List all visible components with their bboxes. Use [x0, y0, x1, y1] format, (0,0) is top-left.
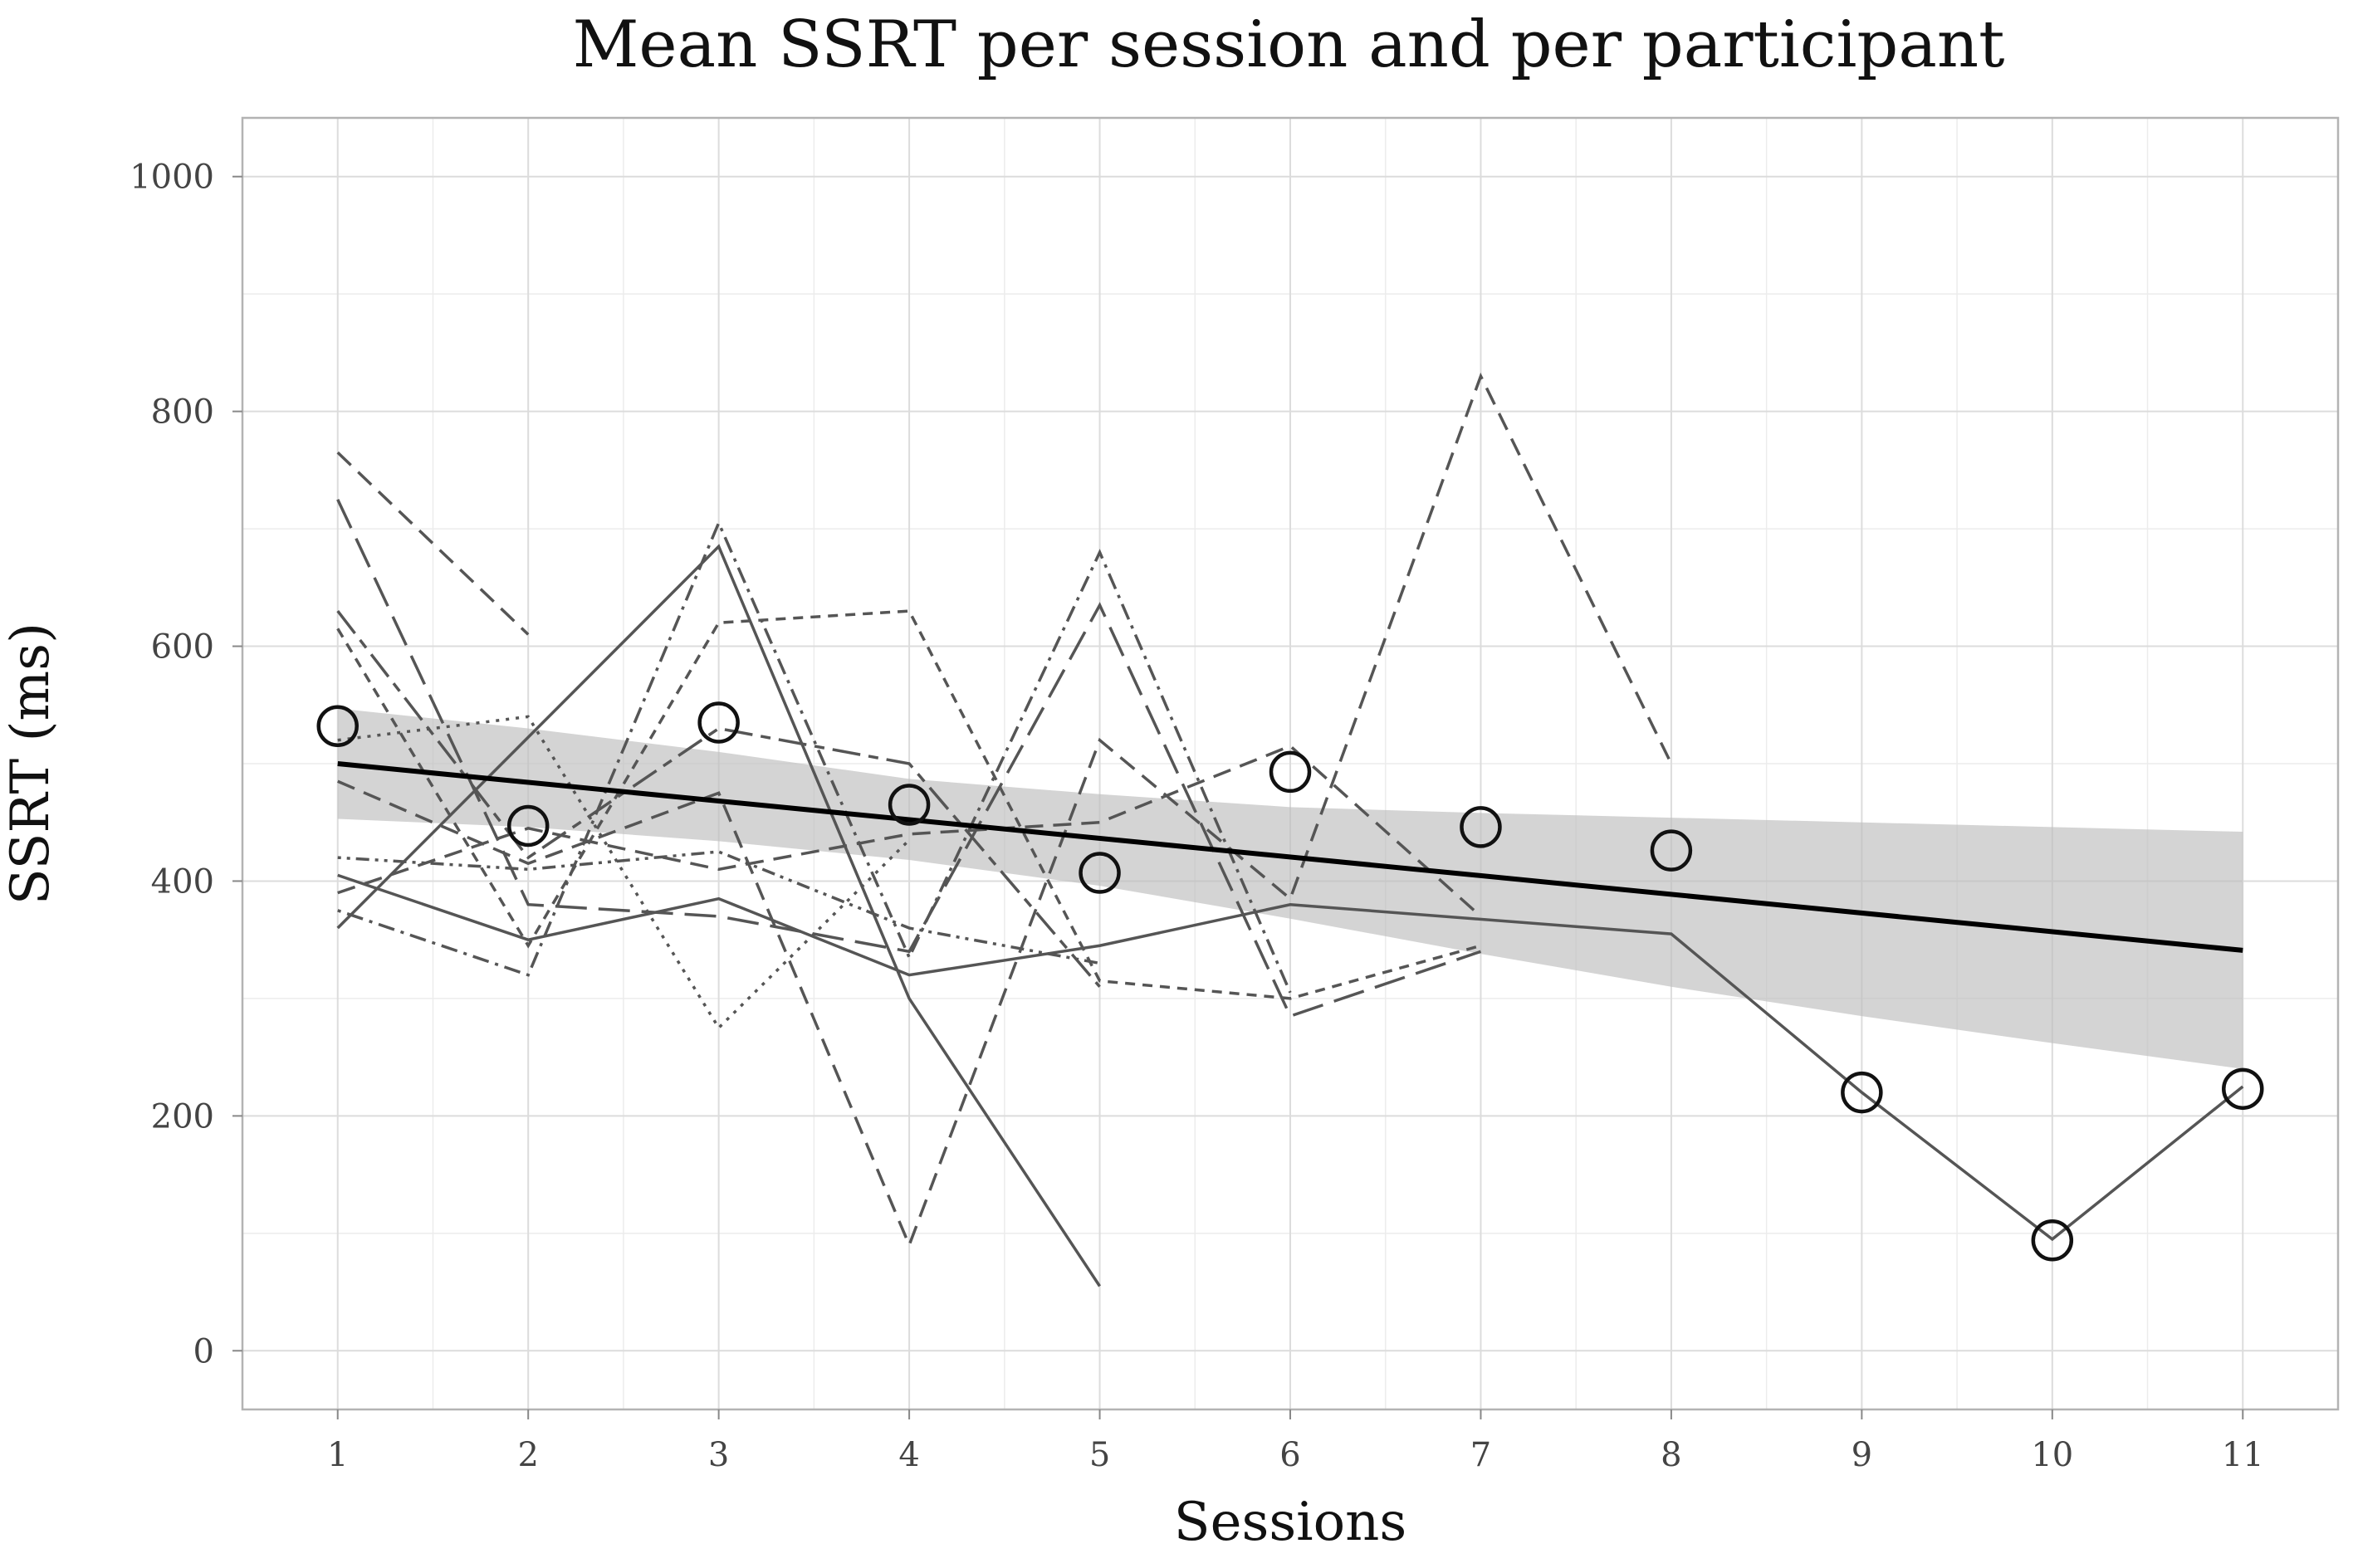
trend-line	[337, 761, 2243, 953]
participant-line-1	[336, 451, 530, 636]
y-tick-label-1000: 1000	[130, 159, 214, 197]
session-mean-point-9	[1841, 1071, 1883, 1114]
x-tick-label-3: 3	[708, 1436, 729, 1474]
participant-line-3	[336, 609, 1481, 1000]
participant-line-4	[337, 873, 2244, 1242]
session-mean-point-3	[697, 701, 740, 744]
session-mean-point-8	[1650, 829, 1693, 872]
y-tick-label-400: 400	[151, 862, 214, 901]
x-tick-label-4: 4	[898, 1436, 919, 1474]
session-mean-point-6	[1269, 750, 1312, 794]
y-tick-label-800: 800	[151, 393, 214, 432]
confidence-band-layer	[337, 708, 2243, 1069]
session-mean-point-2	[506, 804, 550, 848]
session-mean-point-5	[1079, 852, 1121, 894]
participant-line-8	[337, 715, 911, 1031]
session-mean-point-11	[2222, 1067, 2264, 1111]
participant-line-10	[337, 744, 1482, 918]
trend-line-layer	[337, 761, 2243, 953]
mean-points-layer	[316, 701, 2264, 1262]
x-tick-label-1: 1	[327, 1436, 348, 1474]
participant-line-7	[337, 519, 1292, 994]
x-tick-label-7: 7	[1470, 1436, 1491, 1474]
x-axis-title: Sessions	[1174, 1492, 1406, 1553]
x-tick-label-9: 9	[1852, 1436, 1872, 1474]
x-tick-label-11: 11	[2222, 1436, 2264, 1474]
session-mean-point-4	[888, 784, 931, 826]
participant-line-6	[336, 544, 1102, 1287]
x-tick-label-6: 6	[1279, 1436, 1300, 1474]
x-tick-label-8: 8	[1661, 1436, 1681, 1474]
participant-lines-layer	[336, 372, 2244, 1287]
session-mean-point-1	[316, 705, 359, 747]
x-tick-label-2: 2	[517, 1436, 538, 1474]
x-tick-label-10: 10	[2031, 1436, 2073, 1474]
confidence-band	[337, 708, 2243, 1069]
y-tick-label-0: 0	[193, 1332, 214, 1370]
x-tick-label-5: 5	[1089, 1436, 1110, 1474]
y-tick-label-200: 200	[151, 1097, 214, 1136]
y-axis-title: SSRT (ms)	[0, 623, 61, 905]
session-mean-point-10	[2031, 1219, 2074, 1262]
session-mean-point-7	[1460, 806, 1502, 848]
participant-line-2	[337, 372, 1673, 1249]
y-tick-label-600: 600	[151, 628, 214, 667]
x-axis: 1 2 3 4 5 6 7 8 9 10 11	[327, 1409, 2264, 1474]
grid-major-layer	[242, 118, 2338, 1409]
chart-title: Mean SSRT per session and per participan…	[573, 7, 2005, 82]
y-axis: 0 200 400 600 800 1000	[130, 159, 242, 1370]
participant-line-5	[336, 498, 1482, 1018]
